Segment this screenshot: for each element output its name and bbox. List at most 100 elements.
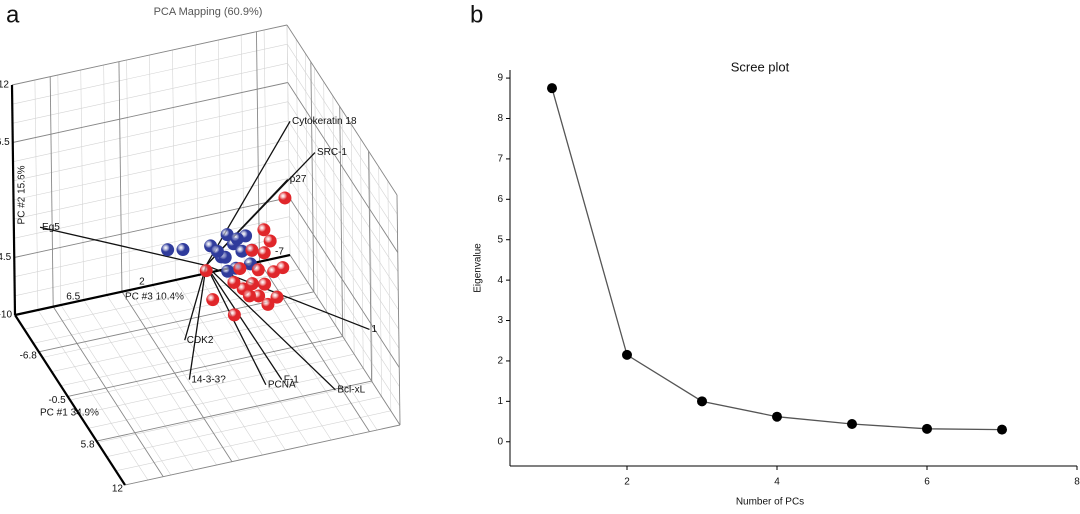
minor-grid-line xyxy=(350,124,355,355)
y-tick-label: 7 xyxy=(497,154,503,165)
grid-line xyxy=(396,194,401,426)
minor-grid-line xyxy=(97,382,373,443)
data-point xyxy=(261,297,275,311)
z-axis-label: PC #3 10.4% xyxy=(125,292,184,303)
grid-line xyxy=(12,82,288,143)
data-point xyxy=(258,277,272,291)
data-point xyxy=(922,423,932,434)
data-point xyxy=(257,223,271,237)
grid-line xyxy=(310,61,315,292)
data-point xyxy=(235,244,249,258)
loading-vector xyxy=(39,226,207,267)
data-point xyxy=(547,83,557,94)
loading-label: Bcl-xL xyxy=(337,384,365,395)
loading-label: p27 xyxy=(290,174,307,185)
panel-label: b xyxy=(470,1,483,28)
loading-label: F-1 xyxy=(284,374,299,385)
y-tick-label: 4 xyxy=(497,275,503,286)
loading-vector xyxy=(205,121,291,266)
grid-line xyxy=(339,106,344,337)
grid-line xyxy=(124,424,401,486)
x-tick-label: 5.8 xyxy=(81,440,95,451)
z-tick-label: 2 xyxy=(139,276,145,287)
x-tick-label: 4 xyxy=(774,477,780,488)
data-point xyxy=(997,424,1007,435)
loading-vector xyxy=(184,265,207,341)
data-point xyxy=(270,290,284,304)
x-tick-label: -6.8 xyxy=(20,350,38,361)
grid-line xyxy=(67,336,343,397)
y-tick-label: 9 xyxy=(497,73,503,84)
data-point xyxy=(221,264,235,278)
data-point xyxy=(220,228,234,242)
loading-vector xyxy=(188,265,207,380)
data-point xyxy=(245,243,259,257)
data-point xyxy=(251,263,265,277)
loading-label: SRC-1 xyxy=(317,147,347,158)
grid-line xyxy=(289,254,401,426)
y-axis-label: Eigenvalue xyxy=(473,243,484,293)
data-point xyxy=(233,262,247,276)
data-point xyxy=(772,411,782,422)
minor-grid-line xyxy=(378,166,382,397)
x-tick-label: 12 xyxy=(112,484,124,495)
loading-vector xyxy=(205,264,336,391)
loading-label: 14-3-3? xyxy=(191,374,226,385)
data-point xyxy=(278,191,292,205)
x-tick-label: 8 xyxy=(1074,477,1080,488)
y-tick-label: 1 xyxy=(497,396,503,407)
y-tick-label: -4.5 xyxy=(0,252,12,263)
loading-label: Cytokeratin 18 xyxy=(292,116,357,127)
grid-line xyxy=(118,61,123,292)
y-tick-label: 6 xyxy=(497,194,503,205)
data-point xyxy=(206,293,220,307)
y-tick-label: 0 xyxy=(497,436,503,447)
grid-line xyxy=(286,24,398,196)
grid-line xyxy=(288,197,400,368)
data-point xyxy=(161,243,175,257)
grid-line xyxy=(287,82,399,253)
z-tick-label: 6.5 xyxy=(66,291,80,302)
z-tick-label: -7 xyxy=(275,246,284,257)
minor-grid-line xyxy=(287,101,399,272)
minor-grid-line xyxy=(106,396,382,457)
data-point xyxy=(622,349,632,360)
y-tick-label: 6.5 xyxy=(0,137,10,148)
grid-line xyxy=(11,24,288,86)
minor-grid-line xyxy=(152,284,263,456)
data-point xyxy=(227,275,241,289)
minor-grid-line xyxy=(286,44,398,215)
data-point xyxy=(230,232,244,246)
y-axis xyxy=(10,84,17,316)
loading-label: PCNA xyxy=(268,379,296,390)
loading-label: CDK2 xyxy=(187,335,214,346)
loading-vector xyxy=(205,265,283,381)
y-tick-label: 2 xyxy=(497,356,503,367)
y-tick-label: 3 xyxy=(497,315,503,326)
loading-label: Eg5 xyxy=(42,222,60,233)
data-point xyxy=(263,234,277,248)
y-tick-label: 12 xyxy=(0,80,9,91)
minor-grid-line xyxy=(263,29,268,261)
x-axis xyxy=(14,314,126,486)
line xyxy=(551,88,1003,431)
minor-grid-line xyxy=(360,138,364,369)
grid-line xyxy=(96,380,372,442)
minor-grid-line xyxy=(115,410,391,472)
y-tick-label: 5 xyxy=(497,234,503,245)
chart-title: Scree plot xyxy=(731,59,790,74)
grid-line xyxy=(368,151,373,382)
data-point xyxy=(199,264,213,278)
data-point xyxy=(242,289,256,303)
minor-grid-line xyxy=(266,259,378,431)
data-point xyxy=(227,308,241,322)
grid-line xyxy=(49,76,54,307)
grid-line xyxy=(52,306,164,477)
data-point xyxy=(847,418,857,429)
x-tick-label: 2 xyxy=(624,477,630,488)
minor-grid-line xyxy=(12,43,288,105)
minor-grid-line xyxy=(387,180,392,411)
chart-title: PCA Mapping (60.9%) xyxy=(154,6,263,18)
data-point xyxy=(276,261,290,275)
